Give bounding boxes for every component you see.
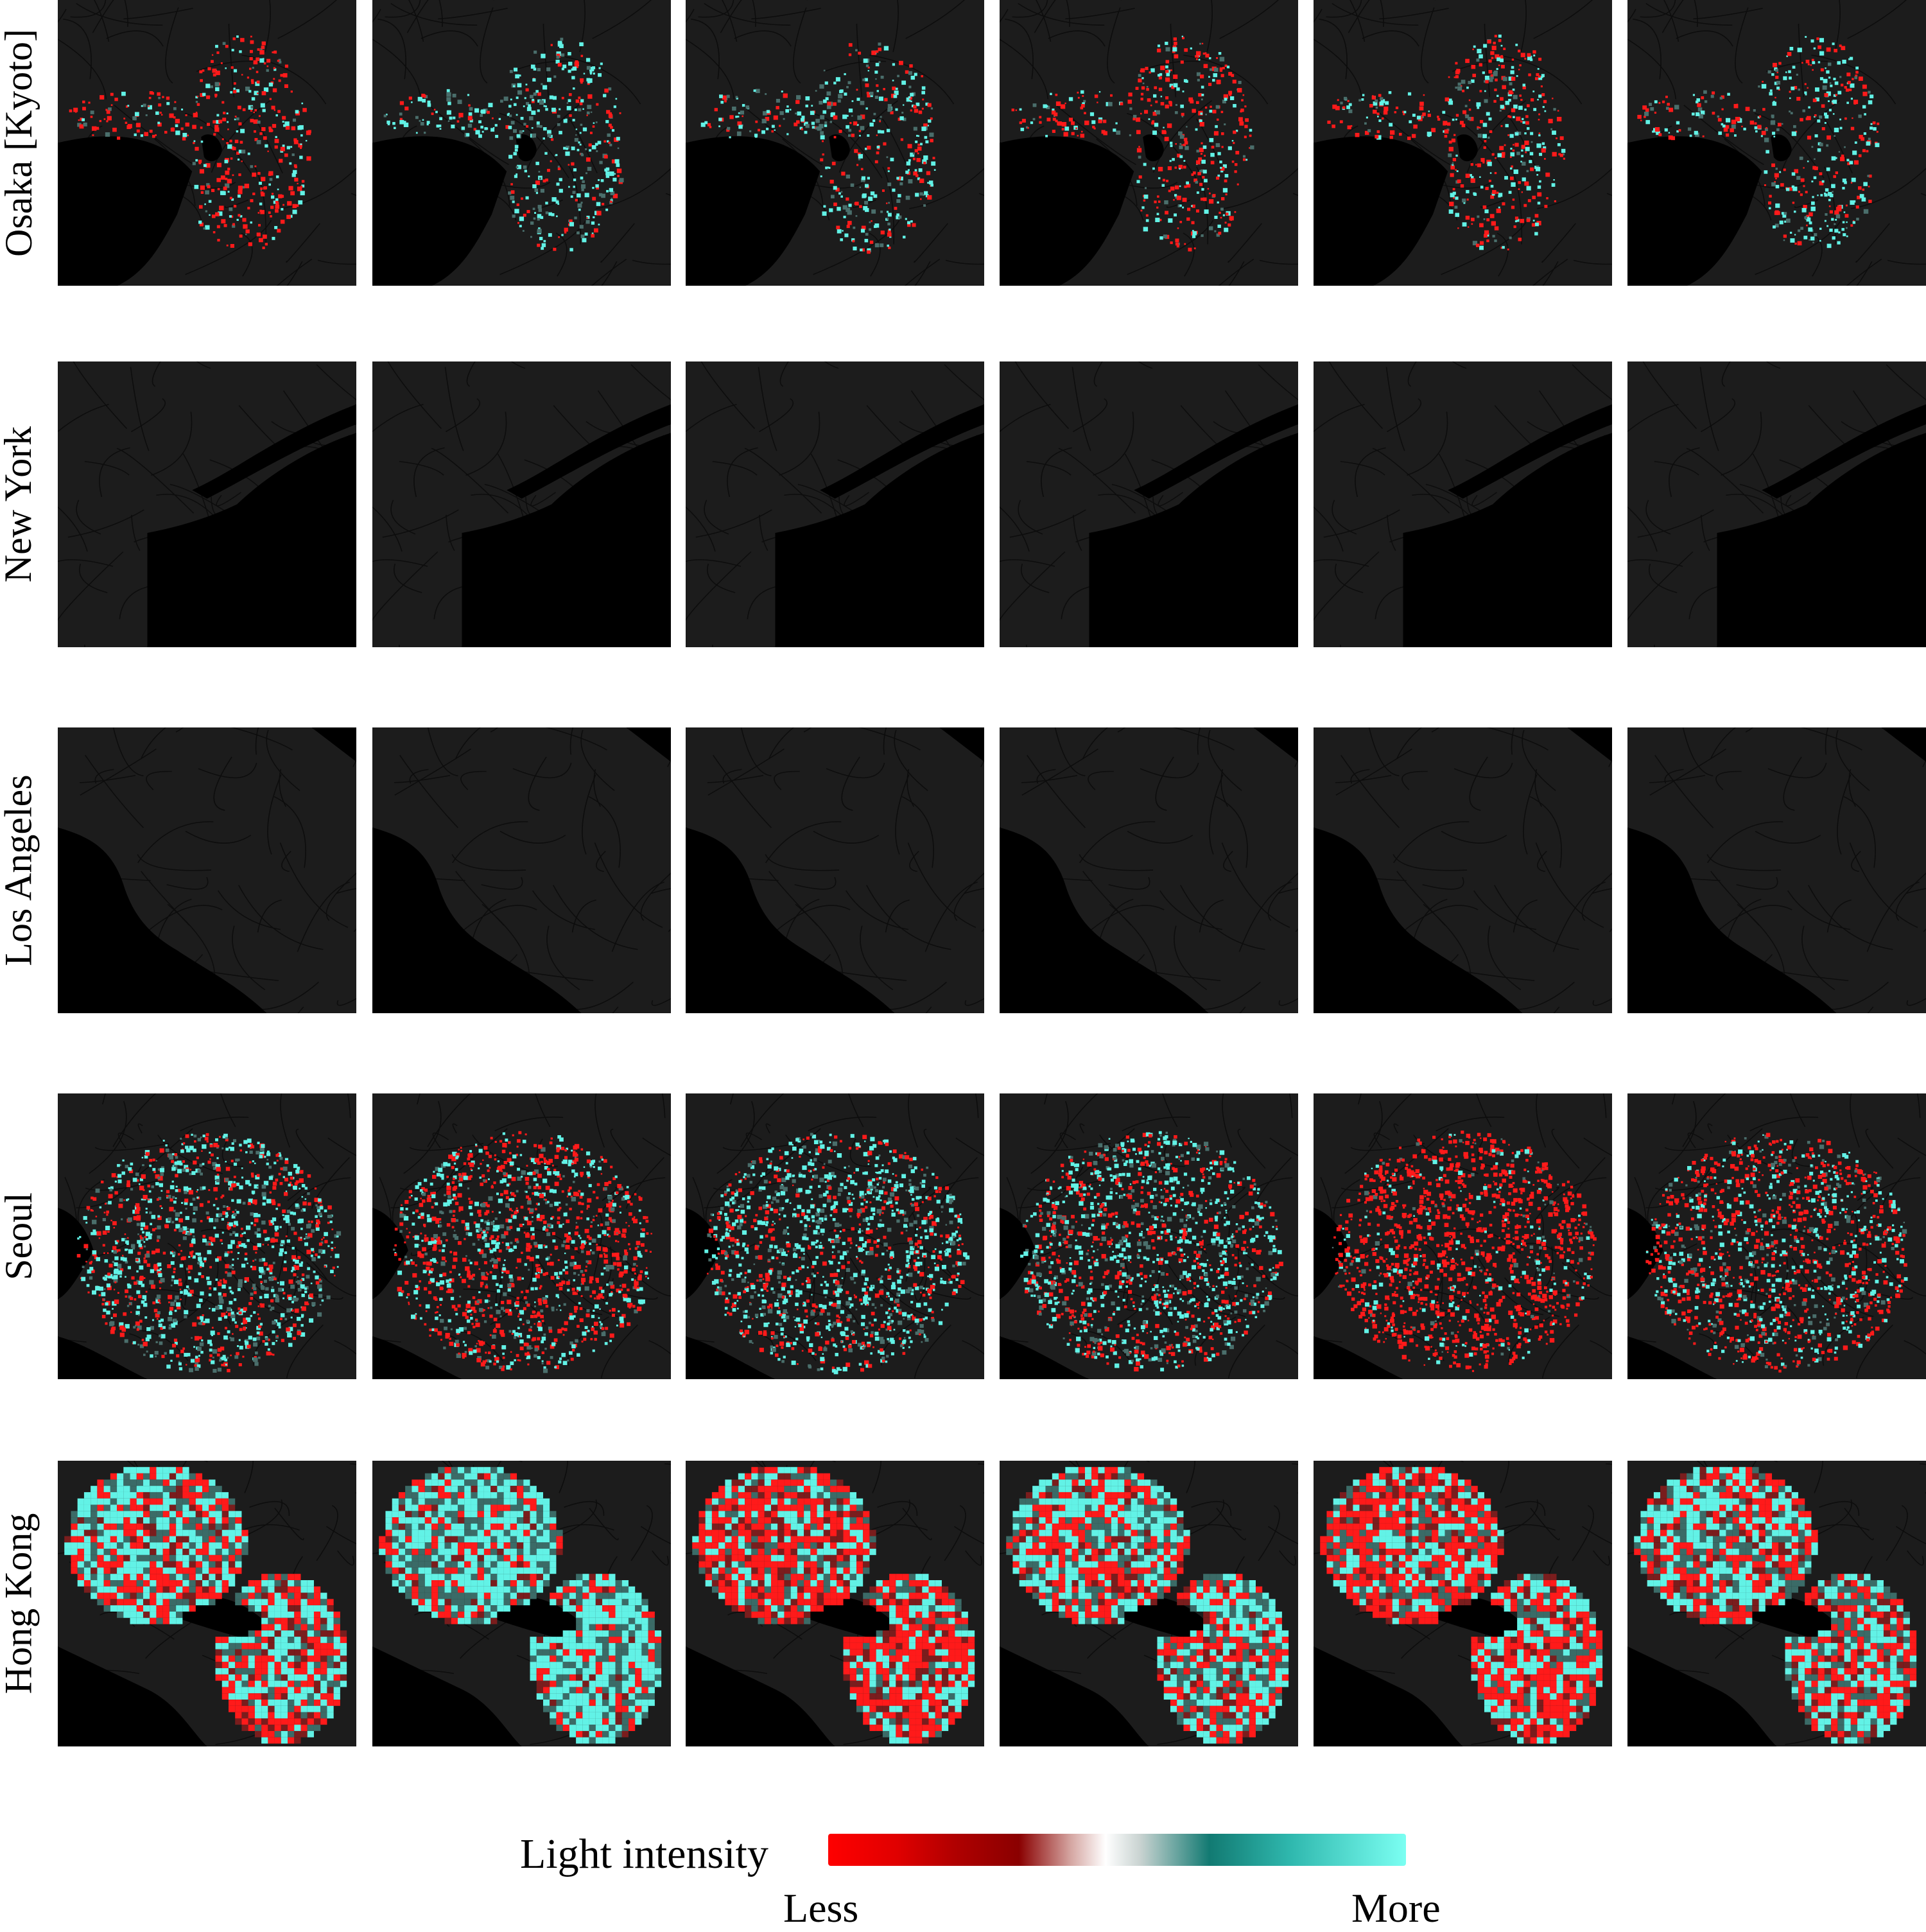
map-svg [1314,361,1612,647]
map-tile-osaka-2 [372,0,671,286]
map-tile-new-york-5 [1314,361,1612,647]
map-tile-hong-kong-2 [372,1461,671,1746]
row-label-hong-kong: Hong Kong [0,1461,37,1746]
legend-less-label: Less [783,1884,858,1932]
map-tile-osaka-3 [686,0,984,286]
map-svg [1000,361,1298,647]
map-svg [372,727,671,1013]
map-tile-hong-kong-4 [1000,1461,1298,1746]
city-name: Osaka [Kyoto] [0,29,41,257]
map-tile-osaka-1 [58,0,356,286]
map-svg [1627,1461,1926,1746]
map-svg [1627,727,1926,1013]
map-tile-los-angeles-6 [1627,727,1926,1013]
map-svg [1314,1461,1612,1746]
city-name: Los Angeles [0,774,41,966]
map-tile-osaka-6 [1627,0,1926,286]
map-tile-osaka-5 [1314,0,1612,286]
row-label-new-york: New York [0,361,37,647]
row-label-los-angeles: Los Angeles [0,727,37,1013]
map-tile-hong-kong-1 [58,1461,356,1746]
map-tile-seoul-5 [1314,1093,1612,1379]
legend-title: Light intensity [520,1830,768,1879]
map-svg [1627,0,1926,286]
map-tile-seoul-4 [1000,1093,1298,1379]
map-tile-hong-kong-3 [686,1461,984,1746]
map-tile-hong-kong-6 [1627,1461,1926,1746]
map-tile-new-york-6 [1627,361,1926,647]
map-svg [372,1093,671,1379]
map-tile-seoul-6 [1627,1093,1926,1379]
map-svg [1314,0,1612,286]
city-name: Seoul [0,1192,41,1280]
map-tile-new-york-1 [58,361,356,647]
map-svg [1000,727,1298,1013]
map-svg [1627,361,1926,647]
map-svg [58,727,356,1013]
map-tile-los-angeles-3 [686,727,984,1013]
map-svg [1000,1093,1298,1379]
map-tile-seoul-3 [686,1093,984,1379]
map-svg [58,1461,356,1746]
map-svg [372,361,671,647]
map-svg [1000,0,1298,286]
map-svg [58,361,356,647]
map-svg [686,727,984,1013]
map-svg [58,1093,356,1379]
light-intensity-colorbar [828,1834,1406,1866]
map-svg [372,0,671,286]
map-tile-seoul-2 [372,1093,671,1379]
map-tile-los-angeles-5 [1314,727,1612,1013]
city-name: Hong Kong [0,1513,41,1694]
map-svg [1000,1461,1298,1746]
map-svg [1627,1093,1926,1379]
map-svg [686,0,984,286]
map-svg [372,1461,671,1746]
map-tile-los-angeles-1 [58,727,356,1013]
map-tile-new-york-3 [686,361,984,647]
row-label-seoul: Seoul [0,1093,37,1379]
map-tile-osaka-4 [1000,0,1298,286]
city-name: New York [0,426,41,582]
map-svg [1314,1093,1612,1379]
map-tile-los-angeles-4 [1000,727,1298,1013]
map-tile-new-york-4 [1000,361,1298,647]
map-svg [686,1461,984,1746]
row-label-osaka: Osaka [Kyoto] [0,0,37,286]
map-svg [686,361,984,647]
map-tile-los-angeles-2 [372,727,671,1013]
map-tile-seoul-1 [58,1093,356,1379]
map-svg [58,0,356,286]
legend-more-label: More [1351,1884,1441,1932]
map-svg [1314,727,1612,1013]
map-tile-new-york-2 [372,361,671,647]
map-svg [686,1093,984,1379]
map-tile-hong-kong-5 [1314,1461,1612,1746]
